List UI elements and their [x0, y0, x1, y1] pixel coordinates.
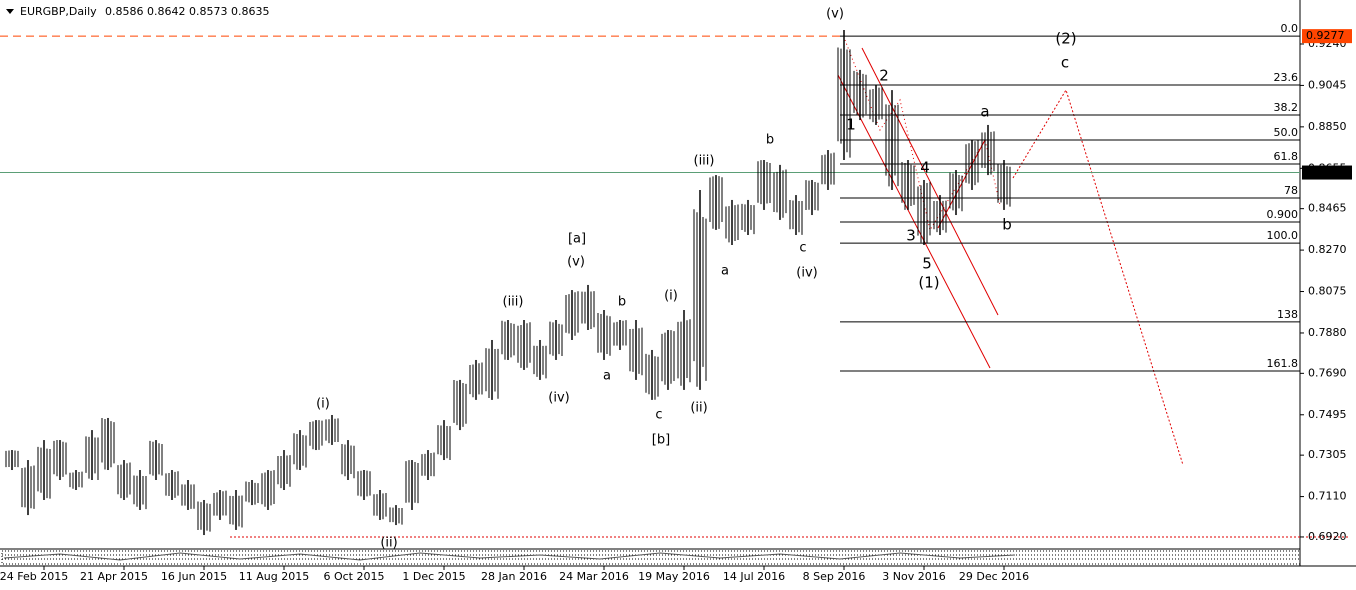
indicator-frame [1, 550, 1301, 565]
current-price-box [1302, 165, 1352, 180]
y-tick-label: 0.8850 [1308, 120, 1347, 133]
wave-label: (i) [664, 289, 678, 304]
wave-label: (i) [316, 397, 330, 412]
wave-label: c [799, 241, 806, 256]
wave-label: c [655, 408, 662, 423]
fib-label: 23.6 [1274, 71, 1299, 84]
ohlc-header: 0.8586 0.8642 0.8573 0.8635 [105, 5, 270, 18]
wave-label: (ii) [380, 536, 397, 551]
x-tick-label: 8 Sep 2016 [803, 570, 866, 583]
wave-label: a [980, 103, 989, 121]
wave-label: (1) [918, 274, 939, 292]
y-tick-label: 0.7305 [1308, 448, 1347, 461]
projection-line [1012, 88, 1184, 466]
x-tick-label: 29 Dec 2016 [959, 570, 1029, 583]
x-tick-label: 16 Jun 2015 [161, 570, 227, 583]
y-tick-label: 0.8270 [1308, 243, 1347, 256]
y-tick-label: 0.9045 [1308, 78, 1347, 91]
menu-arrow [6, 9, 14, 14]
x-tick-label: 3 Nov 2016 [882, 570, 945, 583]
x-tick-label: 11 Aug 2015 [239, 570, 309, 583]
channel-line [861, 47, 999, 316]
wave-label: (v) [826, 7, 844, 22]
wave-label: [b] [652, 433, 670, 448]
x-tick-label: 1 Dec 2015 [402, 570, 465, 583]
fib-label: 61.8 [1274, 150, 1299, 163]
wave-label: (2) [1055, 30, 1076, 48]
indicator-line [3, 552, 1016, 561]
wave-label: 3 [906, 227, 916, 245]
wave-label: 5 [922, 255, 932, 273]
x-tick-label: 24 Mar 2016 [559, 570, 629, 583]
wave-label: 2 [879, 67, 889, 85]
y-tick-label: 0.6920 [1308, 530, 1347, 543]
wave-label: (v) [567, 255, 585, 270]
wave-label: (iii) [694, 154, 715, 169]
wave-label: a [721, 264, 729, 279]
wave-label: 1 [846, 116, 856, 134]
fib-label: 0.0 [1281, 22, 1299, 35]
y-tick-label: 0.7110 [1308, 490, 1347, 503]
fib-label: 0.900 [1267, 208, 1299, 221]
wave-label: b [1002, 216, 1012, 234]
channel-line [837, 74, 991, 369]
y-tick-label: 0.8465 [1308, 202, 1347, 215]
wave-label: (iv) [796, 266, 817, 281]
fib-label: 138 [1277, 308, 1298, 321]
x-tick-label: 24 Feb 2015 [0, 570, 68, 583]
fib-label: 50.0 [1274, 126, 1299, 139]
wave-label: 4 [920, 159, 930, 177]
ohlc-value: 0.8635 [231, 5, 270, 18]
x-tick-label: 6 Oct 2015 [323, 570, 384, 583]
x-tick-label: 14 Jul 2016 [723, 570, 785, 583]
y-tick-label: 0.7690 [1308, 366, 1347, 379]
wave-label: (iii) [503, 295, 524, 310]
fib-label: 100.0 [1267, 229, 1299, 242]
target-box [1302, 29, 1352, 44]
y-tick-label: 0.8075 [1308, 285, 1347, 298]
fib-label: 38.2 [1274, 101, 1299, 114]
target-label: 0.9277 [1306, 29, 1345, 42]
x-tick-label: 19 May 2016 [638, 570, 710, 583]
fib-label: 161.8 [1267, 357, 1299, 370]
ohlc-value: 0.8642 [147, 5, 186, 18]
fib-label: 78 [1284, 184, 1298, 197]
wave-label: a [603, 369, 611, 384]
y-tick-label: 0.7495 [1308, 408, 1347, 421]
wave-label: [a] [568, 232, 586, 247]
indicator-panel [1, 550, 1301, 565]
wave-label: b [766, 133, 774, 148]
wave-label: (iv) [548, 391, 569, 406]
wave-label: c [1061, 54, 1069, 72]
current-price-label: 0.8635 [1306, 166, 1345, 179]
ohlc-value: 0.8586 [105, 5, 144, 18]
y-tick-label: 0.7880 [1308, 326, 1347, 339]
x-tick-label: 21 Apr 2015 [80, 570, 148, 583]
symbol-label: EURGBP,Daily [20, 5, 97, 18]
wave-label: (ii) [690, 401, 707, 416]
ohlc-value: 0.8573 [189, 5, 228, 18]
x-tick-label: 28 Jan 2016 [481, 570, 547, 583]
wave-label: b [618, 295, 626, 310]
